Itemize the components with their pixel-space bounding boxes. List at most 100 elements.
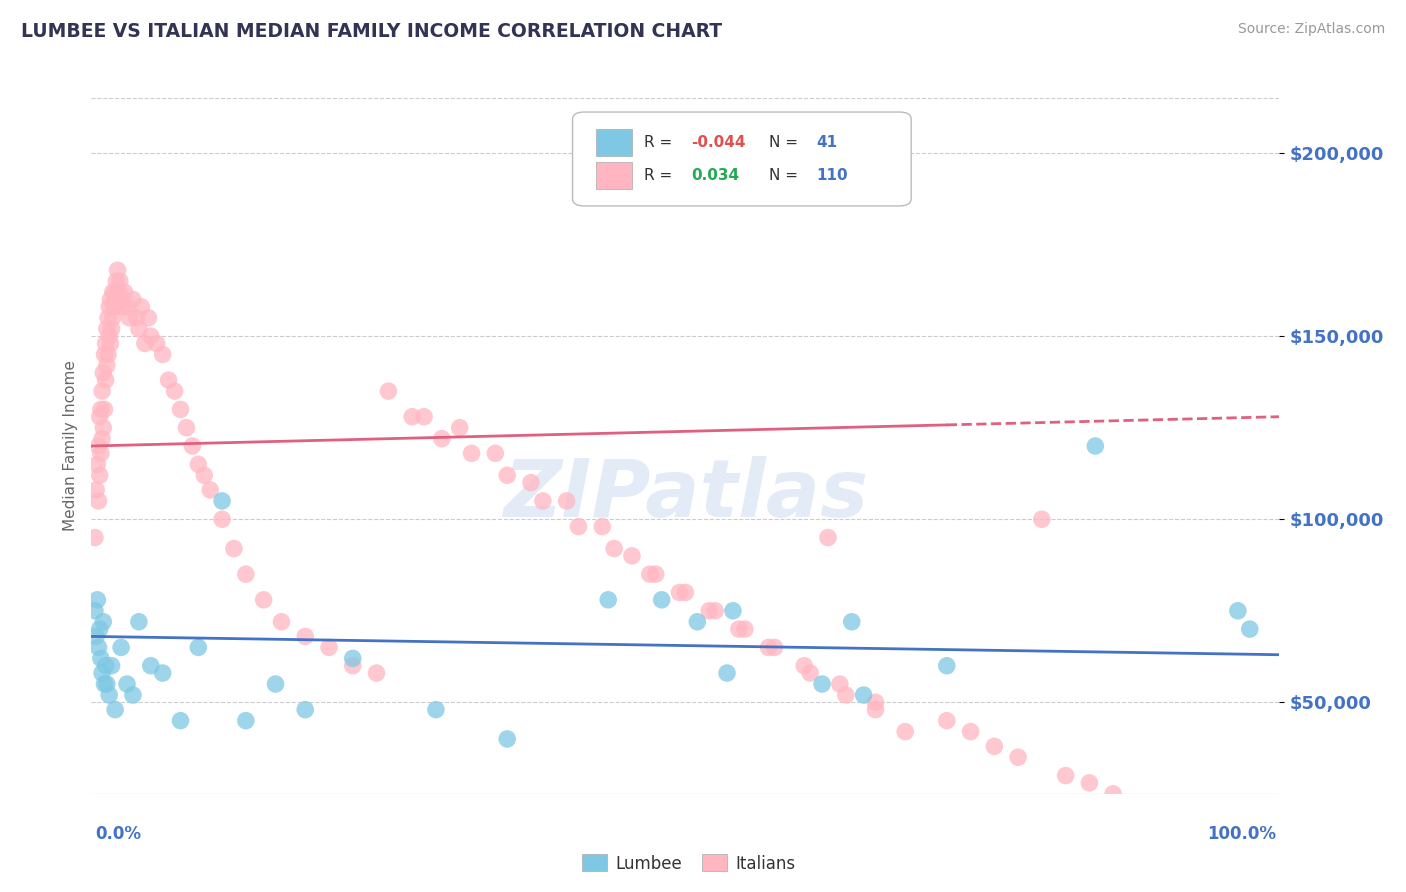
Y-axis label: Median Family Income: Median Family Income	[62, 360, 77, 532]
Point	[270, 615, 292, 629]
Point	[100, 293, 122, 307]
Point	[84, 629, 107, 643]
Point	[107, 285, 129, 300]
Point	[430, 432, 453, 446]
Point	[211, 494, 233, 508]
Point	[1173, 813, 1195, 827]
Text: 41: 41	[815, 136, 837, 150]
Point	[152, 666, 174, 681]
Point	[449, 420, 471, 434]
FancyBboxPatch shape	[572, 112, 911, 206]
Point	[108, 274, 131, 288]
Point	[644, 567, 666, 582]
Point	[89, 468, 111, 483]
Point	[865, 703, 887, 717]
Point	[1226, 604, 1249, 618]
Text: N =: N =	[769, 168, 803, 183]
Point	[983, 739, 1005, 754]
Point	[496, 468, 519, 483]
Point	[97, 347, 120, 361]
Point	[93, 402, 115, 417]
Point	[91, 615, 114, 629]
Point	[163, 384, 186, 398]
Point	[555, 494, 578, 508]
Point	[799, 666, 821, 681]
Point	[90, 651, 112, 665]
Point	[181, 439, 204, 453]
Point	[122, 688, 145, 702]
Point	[193, 468, 215, 483]
Point	[567, 519, 589, 533]
Point	[721, 604, 744, 618]
Point	[342, 651, 364, 665]
Point	[253, 592, 276, 607]
Point	[94, 658, 117, 673]
Text: LUMBEE VS ITALIAN MEDIAN FAMILY INCOME CORRELATION CHART: LUMBEE VS ITALIAN MEDIAN FAMILY INCOME C…	[21, 22, 723, 41]
Text: -0.044: -0.044	[692, 136, 745, 150]
Point	[103, 300, 125, 314]
Point	[110, 640, 132, 655]
Point	[484, 446, 506, 460]
Point	[235, 714, 257, 728]
Point	[1007, 750, 1029, 764]
Point	[100, 336, 122, 351]
Point	[104, 703, 127, 717]
Text: N =: N =	[769, 136, 803, 150]
Point	[93, 677, 115, 691]
Point	[959, 724, 981, 739]
Point	[235, 567, 257, 582]
Bar	[596, 162, 631, 188]
Point	[673, 585, 696, 599]
Point	[1220, 823, 1243, 838]
Point	[377, 384, 399, 398]
Point	[139, 329, 162, 343]
Point	[176, 420, 198, 434]
Point	[115, 300, 138, 314]
Point	[728, 622, 751, 636]
Point	[104, 285, 127, 300]
Point	[651, 592, 673, 607]
Point	[598, 592, 620, 607]
Point	[425, 703, 447, 717]
Point	[87, 439, 110, 453]
Point	[138, 310, 160, 325]
Point	[91, 366, 114, 380]
Point	[200, 483, 222, 497]
Point	[84, 531, 107, 545]
Point	[96, 322, 118, 336]
Point	[98, 688, 121, 702]
Point	[401, 409, 423, 424]
Point	[603, 541, 626, 556]
Point	[128, 615, 150, 629]
Point	[264, 677, 287, 691]
Point	[1126, 797, 1149, 812]
Point	[111, 300, 134, 314]
Point	[98, 300, 121, 314]
Point	[86, 592, 108, 607]
Point	[118, 310, 141, 325]
Legend: Lumbee, Italians: Lumbee, Italians	[575, 847, 803, 880]
Point	[169, 402, 191, 417]
Point	[935, 658, 957, 673]
Text: 100.0%: 100.0%	[1208, 825, 1277, 843]
Point	[894, 724, 917, 739]
Point	[342, 658, 364, 673]
Point	[1078, 776, 1101, 790]
Point	[222, 541, 245, 556]
Point	[134, 336, 156, 351]
Point	[90, 446, 112, 460]
Point	[1102, 787, 1125, 801]
Point	[128, 322, 150, 336]
Point	[187, 640, 209, 655]
Point	[84, 483, 107, 497]
Point	[734, 622, 756, 636]
Point	[591, 519, 613, 533]
Point	[294, 629, 316, 643]
Point	[100, 322, 122, 336]
Point	[86, 458, 108, 472]
Point	[105, 274, 128, 288]
Point	[91, 384, 114, 398]
Bar	[596, 129, 631, 156]
Point	[460, 446, 482, 460]
Point	[704, 604, 727, 618]
